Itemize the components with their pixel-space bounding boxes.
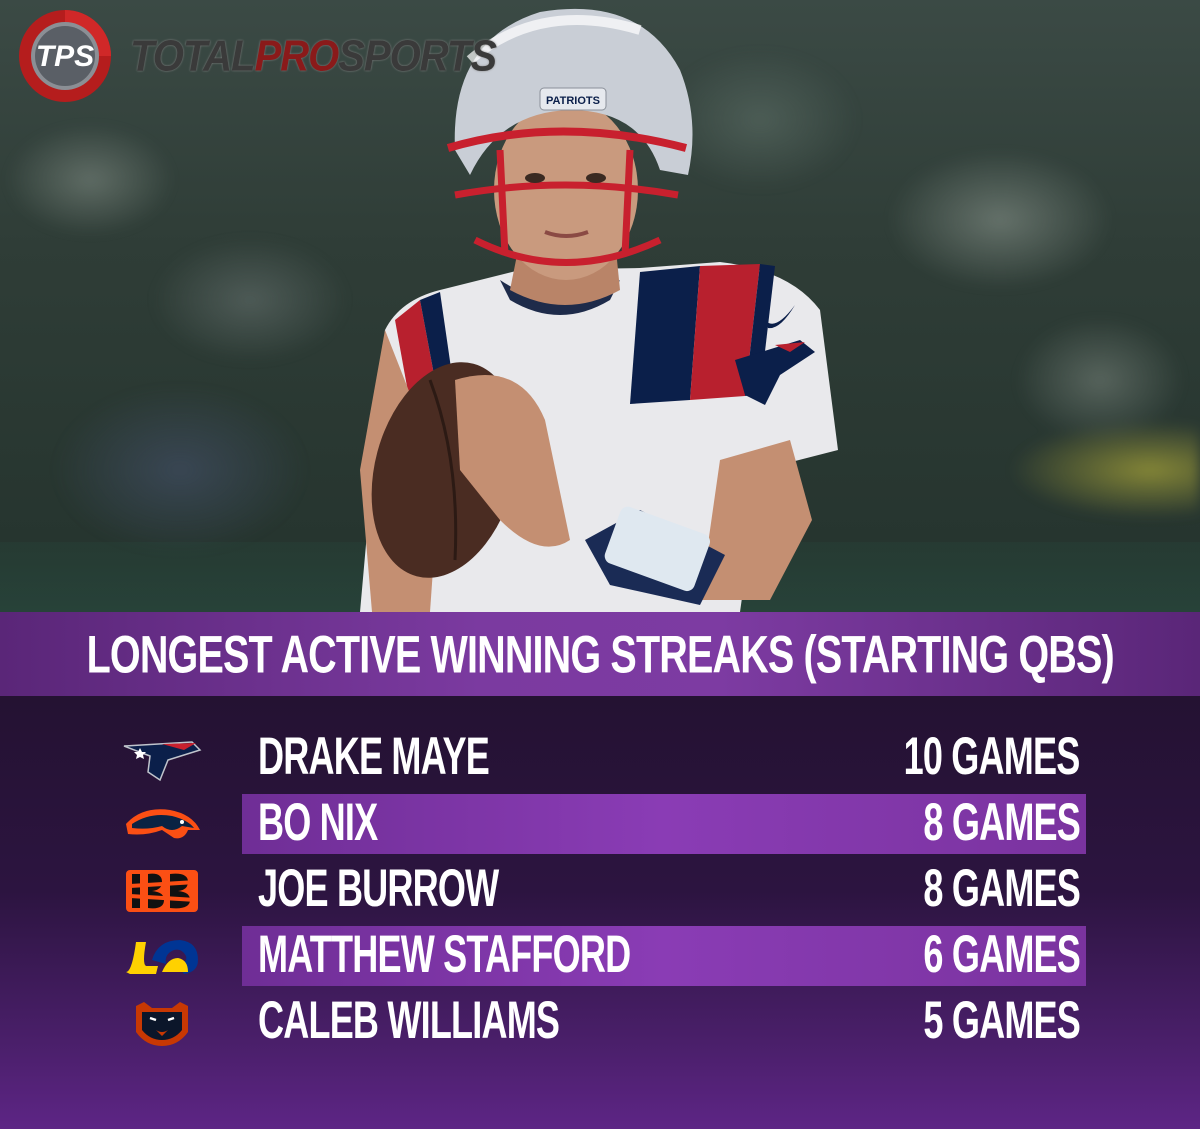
- graphic-title: LONGEST ACTIVE WINNING STREAKS (STARTING…: [86, 624, 1114, 684]
- bengals-logo-icon: [126, 870, 198, 912]
- broncos-logo-icon: [126, 809, 200, 839]
- streak-value: 8 GAMES: [923, 793, 1080, 852]
- quarterback-illustration: PATRIOTS: [360, 8, 838, 612]
- list-item: CALEB WILLIAMS 5 GAMES: [0, 991, 1200, 1054]
- streak-list: DRAKE MAYE 10 GAMES BO NIX 8 GAMES JOE B…: [0, 696, 1200, 1129]
- list-item: JOE BURROW 8 GAMES: [0, 859, 1200, 922]
- streak-value: 8 GAMES: [923, 859, 1080, 918]
- tps-badge-text: TPS: [36, 40, 94, 73]
- list-item: MATTHEW STAFFORD 6 GAMES: [0, 925, 1200, 988]
- brand-name-sports: SPORTS: [338, 31, 497, 80]
- list-item: BO NIX 8 GAMES: [0, 793, 1200, 856]
- brand-name-total: TOTAL: [130, 31, 256, 80]
- player-name: MATTHEW STAFFORD: [258, 925, 631, 984]
- brand-logo: TPS TOTALPROSPORTS: [10, 6, 497, 106]
- title-bar: LONGEST ACTIVE WINNING STREAKS (STARTING…: [0, 612, 1200, 696]
- bears-logo-icon: [136, 1002, 188, 1046]
- tps-badge-icon: TPS: [19, 10, 111, 102]
- rams-logo-icon: [126, 940, 198, 974]
- brand-name-pro: PRO: [254, 31, 340, 80]
- hero-photo: PATRIOTS TPS TOTALPROSPORTS: [0, 0, 1200, 612]
- streak-value: 5 GAMES: [923, 991, 1080, 1050]
- highlight-stripe: [242, 926, 1086, 986]
- highlight-stripe: [242, 794, 1086, 854]
- helmet-label: PATRIOTS: [546, 95, 600, 107]
- patriots-logo-icon: [123, 741, 202, 782]
- streak-value: 6 GAMES: [923, 925, 1080, 984]
- player-name: BO NIX: [258, 793, 378, 852]
- streak-value: 10 GAMES: [904, 727, 1081, 786]
- brand-name: TOTALPROSPORTS: [130, 31, 497, 81]
- player-name: CALEB WILLIAMS: [258, 991, 560, 1050]
- list-item: DRAKE MAYE 10 GAMES: [0, 727, 1200, 790]
- player-name: DRAKE MAYE: [258, 727, 490, 786]
- player-name: JOE BURROW: [258, 859, 499, 918]
